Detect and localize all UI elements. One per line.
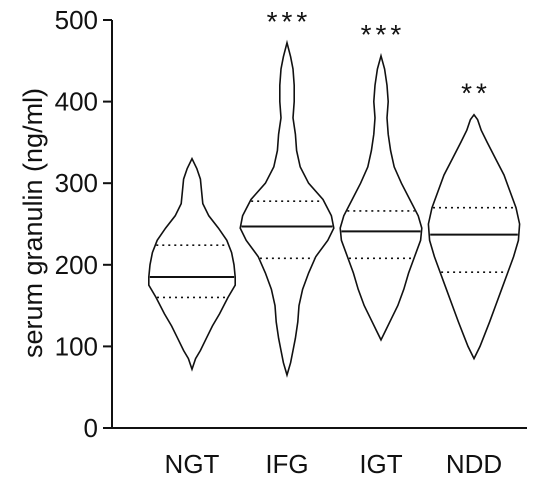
y-tick-label: 200 bbox=[55, 250, 98, 280]
significance-mark: *** bbox=[361, 19, 406, 50]
y-tick-label: 0 bbox=[84, 413, 98, 443]
violin-shape bbox=[339, 52, 423, 342]
violins bbox=[148, 39, 521, 378]
significance-marks: *** ***** bbox=[267, 6, 491, 109]
category-label: NDD bbox=[446, 449, 502, 479]
category-labels: NGT IFG IGT NDD bbox=[165, 449, 503, 479]
violin-ngt bbox=[148, 156, 236, 372]
category-label: NGT bbox=[165, 449, 220, 479]
y-ticks: 0 100 200 300 400 500 bbox=[55, 5, 112, 443]
significance-mark: ** bbox=[461, 78, 491, 109]
category-label: IGT bbox=[359, 449, 402, 479]
violin-shape bbox=[148, 156, 236, 372]
y-tick-label: 300 bbox=[55, 168, 98, 198]
y-tick-label: 100 bbox=[55, 331, 98, 361]
violin-shape bbox=[239, 39, 335, 378]
significance-mark: *** bbox=[267, 6, 312, 37]
violin-igt bbox=[339, 52, 423, 342]
violin-ndd bbox=[427, 113, 521, 361]
violin-shape bbox=[427, 113, 521, 361]
y-axis-label: serum granulin (ng/ml) bbox=[18, 88, 48, 358]
category-label: IFG bbox=[265, 449, 308, 479]
y-tick-label: 500 bbox=[55, 5, 98, 35]
violin-ifg bbox=[239, 39, 335, 378]
y-tick-label: 400 bbox=[55, 87, 98, 117]
